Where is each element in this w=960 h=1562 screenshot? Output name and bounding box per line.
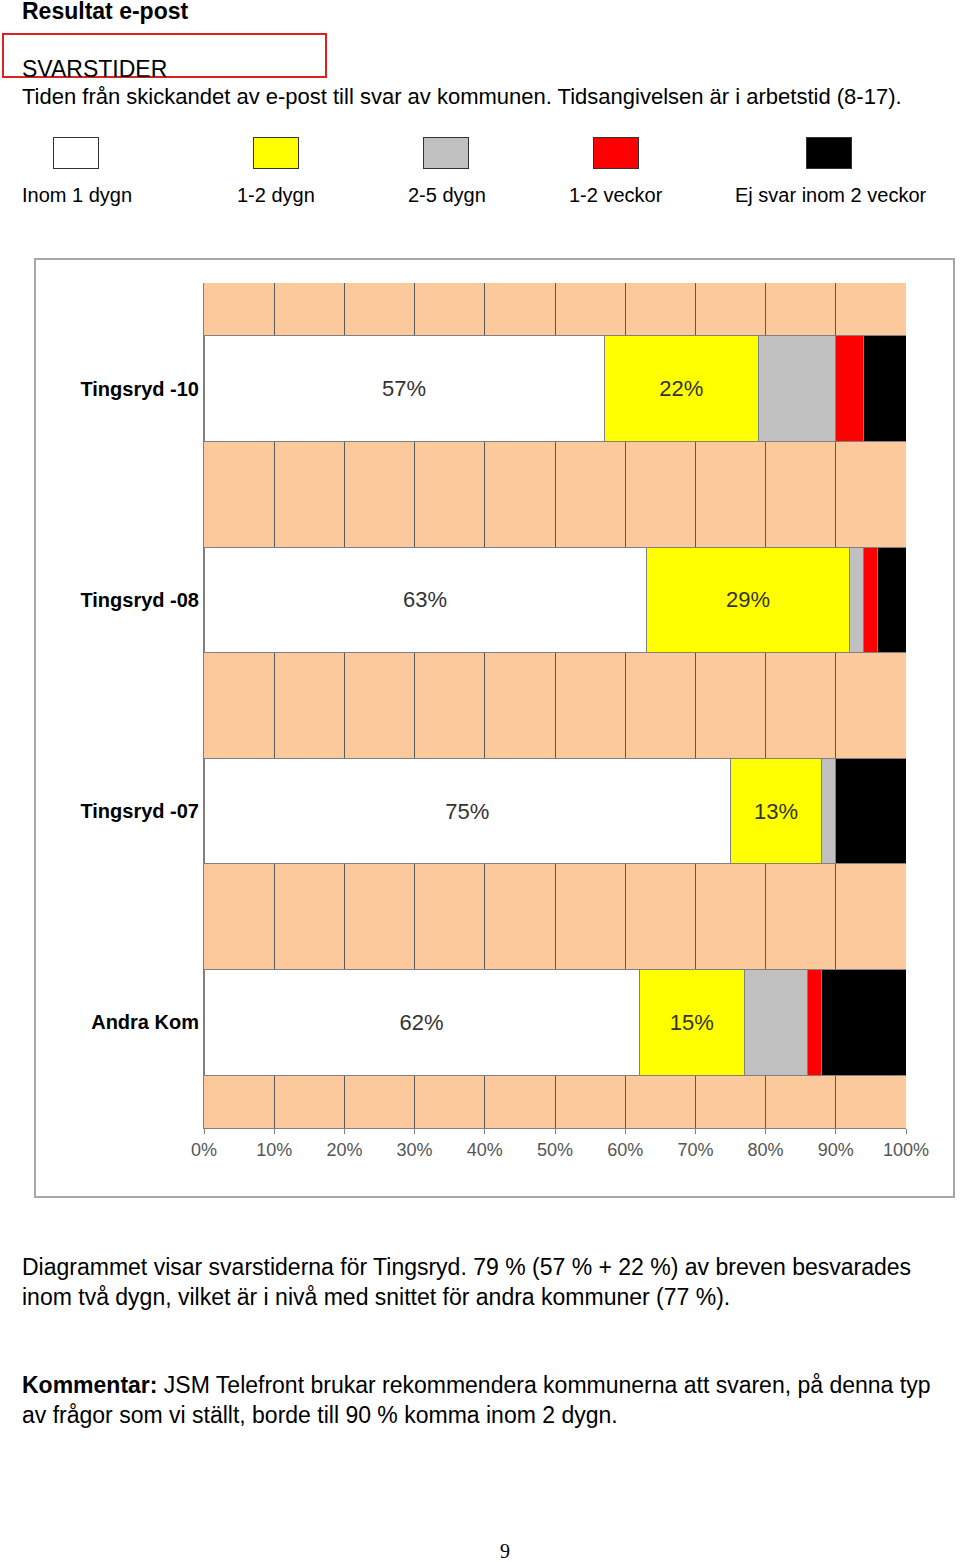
svg-text:Tingsryd -08: Tingsryd -08: [80, 589, 199, 611]
html-text:1-2 veckor: 1-2 veckor: [569, 184, 663, 206]
svg-text:22%: 22%: [659, 376, 703, 401]
html-text:1-2 dygn: 1-2 dygn: [237, 184, 315, 206]
html-text:Ej svar inom 2 veckor: Ej svar inom 2 veckor: [735, 184, 927, 206]
svg-text:Tingsryd -07: Tingsryd -07: [80, 800, 199, 822]
svg-text:40%: 40%: [467, 1140, 503, 1160]
svg-text:10%: 10%: [256, 1140, 292, 1160]
html-text:Tiden från skickandet av e-pos: Tiden från skickandet av e-post till sva…: [22, 84, 902, 109]
svg-text:90%: 90%: [818, 1140, 854, 1160]
html-text:2-5 dygn: 2-5 dygn: [408, 184, 486, 206]
svg-text:Tingsryd -10: Tingsryd -10: [80, 378, 199, 400]
html-text:Kommentar: JSM Telefront bruka: Kommentar: JSM Telefront brukar rekommen…: [22, 1372, 931, 1428]
svg-text:20%: 20%: [326, 1140, 362, 1160]
svg-text:80%: 80%: [748, 1140, 784, 1160]
svg-text:75%: 75%: [445, 799, 489, 824]
html-text:SVARSTIDER: SVARSTIDER: [22, 56, 168, 82]
svg-text:60%: 60%: [607, 1140, 643, 1160]
html-text:9: 9: [500, 1540, 510, 1562]
svg-text:62%: 62%: [400, 1010, 444, 1035]
svg-text:57%: 57%: [382, 376, 426, 401]
svg-text:30%: 30%: [397, 1140, 433, 1160]
svg-text:Andra Kom: Andra Kom: [91, 1011, 199, 1033]
svg-text:50%: 50%: [537, 1140, 573, 1160]
svg-text:70%: 70%: [677, 1140, 713, 1160]
svg-text:0%: 0%: [191, 1140, 217, 1160]
svg-text:13%: 13%: [754, 799, 798, 824]
html-text:Diagrammet visar svarstiderna: Diagrammet visar svarstiderna för Tingsr…: [22, 1254, 912, 1310]
svg-text:63%: 63%: [403, 587, 447, 612]
svg-text:29%: 29%: [726, 587, 770, 612]
svg-text:15%: 15%: [670, 1010, 714, 1035]
html-text:Inom 1 dygn: Inom 1 dygn: [22, 184, 133, 206]
svg-text:100%: 100%: [883, 1140, 929, 1160]
